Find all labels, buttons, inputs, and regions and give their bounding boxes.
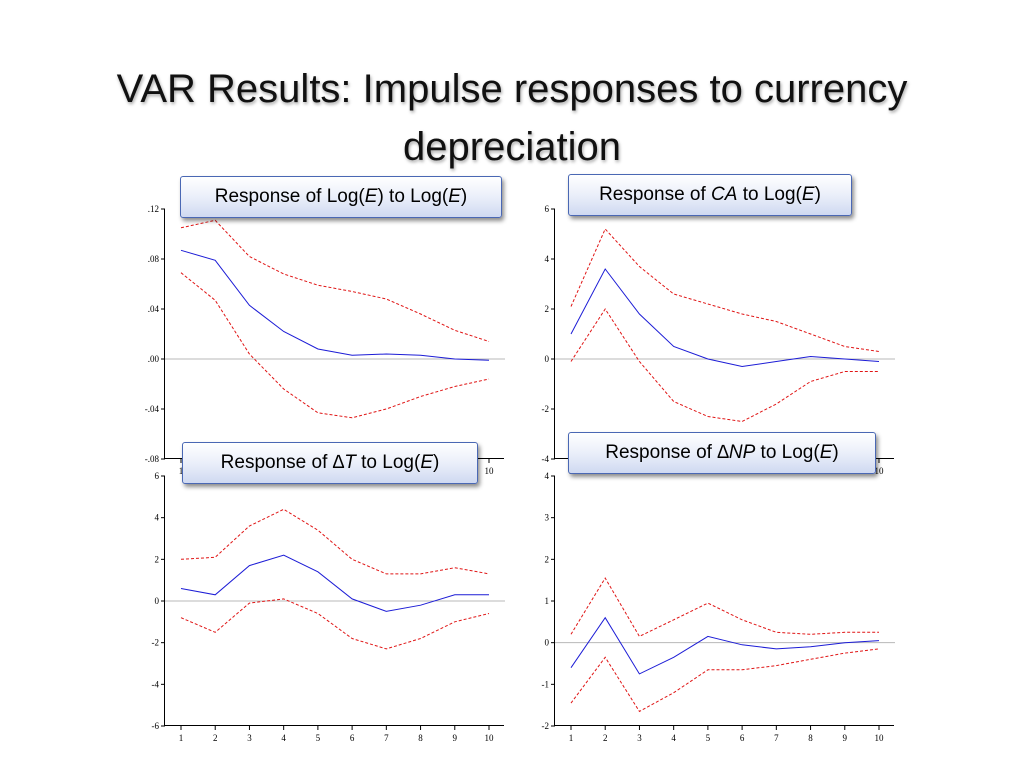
y-tick-label: -4: [542, 454, 550, 464]
y-tick-label: -1: [542, 679, 550, 689]
x-tick-label: 9: [453, 733, 458, 743]
x-tick-label: 2: [603, 733, 608, 743]
label-part: CA: [711, 184, 738, 205]
label-part: E: [420, 452, 433, 473]
series-line-lower: [180, 598, 490, 650]
label-part: Log(: [326, 186, 365, 207]
y-tick-label: -4: [152, 679, 160, 689]
x-tick-label: 9: [843, 733, 848, 743]
label-part: ∆NP: [717, 442, 756, 463]
chart-logE-to-logE-svg: -.08-.04.00.04.08.1212345678910: [145, 204, 505, 476]
y-tick-label: 1: [545, 596, 550, 606]
y-tick-label: -.08: [145, 454, 160, 464]
label-part: to Log(: [355, 452, 421, 473]
label-part: E: [819, 442, 833, 463]
x-tick-label: 10: [485, 733, 495, 743]
x-tick-label: 10: [875, 466, 885, 476]
chart-dNP-to-logE-svg: -2 -1 0 1 2 3 4 1 2 3 4 5 6 7 8 9 10: [542, 471, 895, 743]
series-line-mean: [180, 249, 490, 361]
series-line-mean: [570, 616, 880, 675]
chart-dT-to-logE-svg: -6 -4 -2 0 2 4 6 1 2 3 4 5 6 7 8 9 10: [152, 471, 505, 743]
series-line-lower: [570, 648, 880, 713]
x-tick-label: 4: [281, 733, 286, 743]
label-prefix: Response of: [605, 442, 718, 463]
series-line-mean: [180, 554, 489, 612]
y-tick-label: .08: [148, 254, 160, 264]
label-part: E: [448, 186, 461, 207]
y-tick-label: .00: [148, 354, 160, 364]
slide-title: VAR Results: Impulse responses to curren…: [40, 60, 984, 176]
slide-title-line2: depreciation: [403, 125, 621, 169]
x-tick-label: 5: [706, 733, 711, 743]
y-tick-label: 0: [545, 354, 550, 364]
x-tick-label: 7: [384, 733, 389, 743]
y-tick-label: -2: [542, 721, 550, 731]
x-tick-label: 5: [316, 733, 321, 743]
series-line-mean: [570, 268, 880, 368]
series-line-upper: [180, 508, 490, 575]
x-tick-label: 10: [875, 733, 885, 743]
x-tick-label: 8: [418, 733, 423, 743]
y-tick-label: 0: [545, 638, 550, 648]
x-tick-label: 1: [179, 733, 184, 743]
series-line-upper: [570, 228, 880, 352]
label-part: ): [832, 442, 839, 463]
label-part: ∆T: [332, 452, 356, 473]
y-tick-label: -2: [542, 404, 550, 414]
series-line-lower: [180, 272, 490, 419]
y-tick-label: 6: [155, 471, 160, 481]
series-line-upper: [180, 219, 490, 342]
label-prefix: Response of: [220, 452, 333, 473]
y-tick-label: -6: [152, 721, 160, 731]
x-tick-label: 4: [671, 733, 676, 743]
label-part: to Log(: [737, 184, 802, 205]
chart-logE-to-logE: -.08-.04.00.04.08.1212345678910: [145, 204, 505, 476]
y-tick-label: 6: [545, 204, 550, 214]
chart-dNP-to-logE: -2 -1 0 1 2 3 4 1 2 3 4 5 6 7 8 9 10: [542, 471, 895, 743]
x-tick-label: 6: [740, 733, 745, 743]
label-part: E: [364, 186, 378, 207]
y-tick-label: .12: [148, 204, 159, 214]
label-part: ) to Log(: [377, 186, 449, 207]
label-prefix: Response of: [599, 184, 712, 205]
chart-label-dNP-to-logE: Response of ∆NP to Log(E): [568, 432, 876, 474]
label-prefix: Response of: [214, 186, 327, 207]
label-part: ): [814, 184, 821, 205]
y-tick-label: 2: [155, 554, 160, 564]
x-tick-label: 1: [179, 466, 184, 476]
x-tick-label: 1: [569, 733, 574, 743]
label-part: E: [801, 184, 815, 205]
chart-dT-to-logE: -6 -4 -2 0 2 4 6 1 2 3 4 5 6 7 8 9 10: [152, 471, 505, 743]
y-tick-label: 4: [545, 254, 550, 264]
slide-title-line1: VAR Results: Impulse responses to curren…: [116, 67, 908, 111]
chart-label-CA-to-logE: Response of CA to Log(E): [568, 174, 852, 216]
chart-label-dT-to-logE: Response of ∆T to Log(E): [182, 442, 478, 484]
y-tick-label: 3: [545, 513, 550, 523]
label-part: to Log(: [755, 442, 820, 463]
x-tick-label: 2: [213, 733, 218, 743]
x-tick-label: 8: [808, 733, 813, 743]
y-tick-label: 4: [545, 471, 550, 481]
label-part: ): [433, 452, 440, 473]
label-part: ): [460, 186, 468, 207]
series-line-upper: [570, 577, 879, 638]
y-tick-label: 2: [545, 304, 550, 314]
y-tick-label: -2: [152, 638, 160, 648]
y-tick-label: .04: [148, 304, 160, 314]
series-line-lower: [570, 308, 879, 423]
y-tick-label: 4: [155, 513, 160, 523]
y-tick-label: -.04: [145, 404, 160, 414]
y-tick-label: 0: [155, 596, 160, 606]
x-tick-label: 3: [247, 733, 252, 743]
x-tick-label: 6: [350, 733, 355, 743]
y-tick-label: 2: [545, 554, 550, 564]
x-tick-label: 3: [637, 733, 642, 743]
x-tick-label: 7: [774, 733, 779, 743]
chart-label-logE-to-logE: Response of Log(E) to Log(E): [180, 176, 502, 218]
x-tick-label: 10: [485, 466, 495, 476]
